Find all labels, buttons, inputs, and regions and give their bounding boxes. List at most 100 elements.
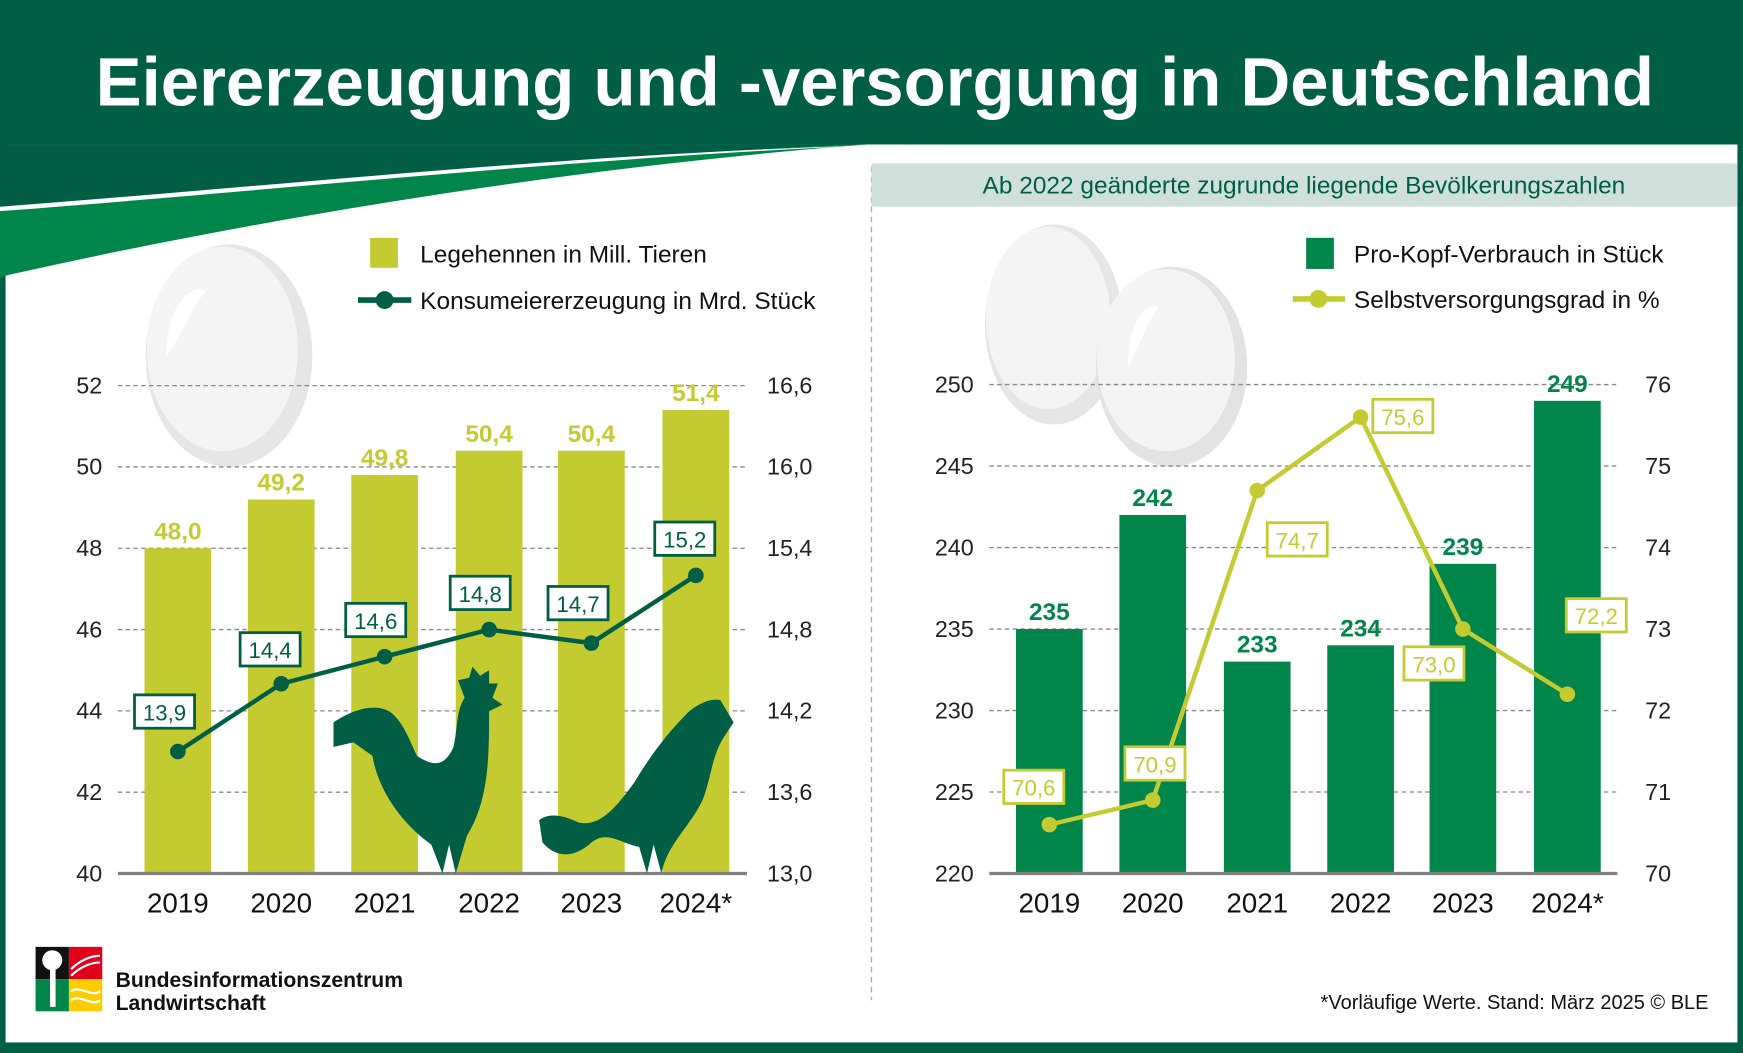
line-value-label: 14,8	[459, 582, 502, 607]
x-tick-label: 2020	[250, 887, 312, 918]
bar	[1327, 645, 1394, 874]
chart-per-capita: 220 70 225 71 230 72 235 73 240 74 245 75 250 76 235 24…	[935, 371, 1671, 918]
line-value-box	[1002, 768, 1066, 805]
y-right-tick-label: 14,8	[767, 616, 812, 642]
logo-tree-trunk	[50, 962, 56, 1007]
line-value-label: 73,0	[1412, 652, 1455, 677]
line-value-label: 14,6	[354, 609, 397, 634]
line-marker	[1144, 792, 1161, 808]
population-note-banner	[871, 163, 1738, 207]
bar	[558, 450, 625, 874]
x-tick-label: 2019	[147, 887, 209, 918]
y-right-tick-label: 71	[1645, 779, 1671, 805]
line-value-box	[1265, 521, 1329, 558]
x-tick-label: 2024*	[1531, 887, 1604, 918]
y-left-tick-label: 220	[935, 860, 974, 886]
x-tick-label: 2023	[560, 887, 622, 918]
bar-value-label: 50,4	[465, 421, 513, 448]
line-value-label: 72,2	[1575, 604, 1618, 629]
line-value-label: 75,6	[1381, 405, 1424, 430]
legend-swatch-bar	[370, 237, 398, 268]
legend-label: Konsumeiererzeugung in Mrd. Stück	[420, 288, 816, 315]
legend-label: Pro-Kopf-Verbrauch in Stück	[1354, 241, 1665, 268]
line-marker	[1041, 816, 1058, 833]
line-value-box	[1564, 597, 1628, 634]
y-right-tick-label: 16,6	[767, 372, 812, 398]
bar-value-label: 234	[1340, 615, 1381, 642]
line-value-label: 14,7	[556, 592, 599, 617]
legend-label: Selbstversorgungsgrad in %	[1354, 287, 1660, 314]
line-marker	[1352, 409, 1369, 425]
line-marker	[1455, 621, 1471, 637]
bar	[1223, 661, 1291, 874]
bar-value-label: 51,4	[672, 380, 720, 407]
legend-right: Pro-Kopf-Verbrauch in Stück Selbstversor…	[1292, 237, 1665, 314]
x-tick-label: 2023	[1432, 887, 1494, 918]
line-value-label: 74,7	[1276, 528, 1319, 553]
bar-value-label: 49,2	[257, 470, 305, 497]
bar	[1119, 514, 1187, 874]
y-right-tick-label: 72	[1645, 697, 1671, 723]
line-value-box	[238, 631, 302, 668]
bar	[1429, 563, 1497, 874]
legend-label: Legehennen in Mill. Tieren	[420, 241, 707, 268]
legend-swatch-marker	[1309, 290, 1328, 308]
logo-line-1: Bundesinformationszentrum	[116, 969, 403, 992]
hen-icon	[539, 699, 734, 874]
y-right-tick-label: 76	[1645, 371, 1671, 397]
bar-value-label: 239	[1442, 534, 1483, 561]
bar	[1534, 400, 1601, 874]
line-value-label: 70,9	[1133, 752, 1176, 777]
series-line	[1048, 413, 1569, 827]
line-value-box	[448, 574, 512, 611]
series-line	[176, 573, 698, 754]
y-left-tick-label: 42	[76, 779, 102, 805]
bar-value-label: 48,0	[154, 518, 202, 545]
bar-value-label: 249	[1547, 371, 1588, 398]
legend-swatch-bar	[1306, 237, 1334, 269]
line-value-label: 15,2	[663, 528, 706, 553]
line-marker	[583, 635, 600, 651]
x-tick-label: 2021	[354, 887, 416, 918]
bar-value-label: 235	[1029, 599, 1070, 626]
line-marker	[1249, 482, 1266, 499]
line-value-box	[546, 585, 610, 622]
x-tick-label: 2020	[1122, 887, 1184, 918]
bar-value-label: 242	[1132, 485, 1173, 512]
line-value-box	[133, 693, 196, 730]
line-value-label: 70,6	[1012, 776, 1055, 801]
y-left-tick-label: 245	[935, 453, 974, 479]
x-tick-label: 2021	[1226, 887, 1288, 918]
legend-left: Legehennen in Mill. Tieren Konsumeiererz…	[357, 237, 816, 315]
line-marker	[273, 676, 290, 692]
bar-value-label: 49,8	[361, 445, 409, 472]
line-value-label: 14,4	[248, 638, 291, 663]
y-left-tick-label: 225	[935, 779, 974, 805]
y-left-tick-label: 46	[76, 616, 102, 642]
y-left-tick-label: 50	[76, 454, 102, 480]
line-value-label: 13,9	[143, 700, 186, 725]
y-left-tick-label: 52	[76, 372, 102, 398]
x-tick-label: 2022	[1330, 887, 1392, 918]
y-right-tick-label: 14,2	[767, 698, 812, 724]
logo-tile-yellow	[68, 979, 103, 1012]
x-tick-label: 2019	[1018, 887, 1080, 918]
y-left-tick-label: 250	[935, 371, 974, 397]
line-value-box	[1371, 397, 1435, 435]
line-marker	[1559, 686, 1576, 703]
y-right-tick-label: 75	[1645, 453, 1671, 479]
line-marker	[688, 567, 704, 584]
footnote: *Vorläufige Werte. Stand: März 2025 © BL…	[1321, 992, 1709, 1014]
population-note: Ab 2022 geänderte zugrunde liegende Bevö…	[983, 172, 1626, 199]
y-left-tick-label: 235	[935, 616, 974, 642]
line-value-box	[344, 601, 408, 639]
line-marker	[376, 648, 393, 665]
y-left-tick-label: 240	[935, 534, 974, 560]
logo-line-2: Landwirtschaft	[116, 992, 266, 1015]
page-title: Eiererzeugung und -versorgung in Deutsch…	[96, 44, 1654, 121]
y-right-tick-label: 13,6	[767, 779, 812, 805]
header-swoosh-dark	[0, 141, 1743, 209]
line-value-box	[1402, 645, 1466, 682]
bar-value-label: 233	[1237, 632, 1278, 659]
